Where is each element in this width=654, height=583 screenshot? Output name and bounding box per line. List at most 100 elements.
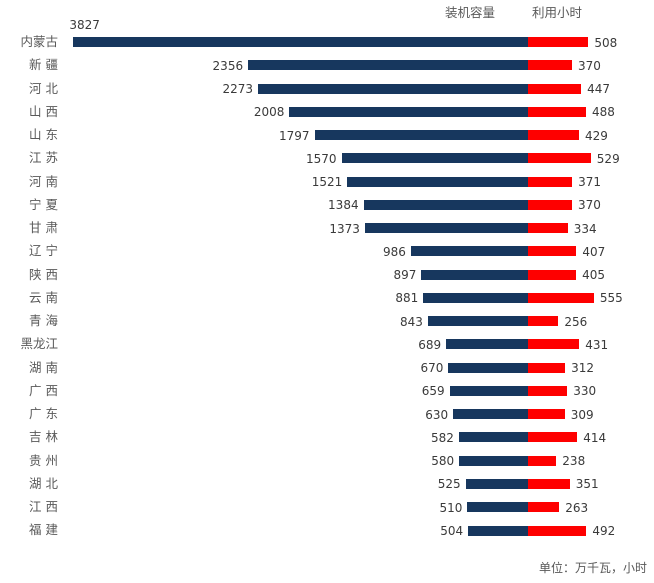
hours-value-label: 429 xyxy=(585,128,608,143)
capacity-value-label: 1570 xyxy=(305,151,337,166)
category-label: 陕 西 xyxy=(29,266,58,282)
capacity-value-label: 630 xyxy=(425,407,449,422)
hours-bar xyxy=(528,269,577,280)
capacity-value-label: 670 xyxy=(420,361,444,376)
capacity-bar xyxy=(423,292,528,303)
hours-bar xyxy=(528,246,577,257)
category-label: 福 建 xyxy=(29,522,58,538)
hours-value-label: 555 xyxy=(599,291,623,306)
capacity-value-label: 580 xyxy=(431,454,455,469)
capacity-bar xyxy=(421,269,528,280)
hours-bar xyxy=(528,409,565,420)
hours-value-label: 334 xyxy=(573,221,597,236)
capacity-value-label: 1373 xyxy=(329,221,360,236)
hours-value-label: 238 xyxy=(562,454,586,469)
hours-value-label: 414 xyxy=(583,430,607,445)
capacity-bar xyxy=(465,478,528,489)
capacity-bar xyxy=(427,316,528,327)
category-label: 吉 林 xyxy=(29,429,58,445)
capacity-bar xyxy=(468,525,528,536)
hours-value-label: 263 xyxy=(565,500,589,515)
capacity-bar xyxy=(347,176,528,187)
capacity-bar xyxy=(289,106,528,117)
category-label: 宁 夏 xyxy=(29,196,58,212)
hours-bar xyxy=(528,385,568,396)
hours-bar xyxy=(528,130,579,140)
category-label: 湖 南 xyxy=(29,359,58,375)
category-label: 青 海 xyxy=(29,313,58,329)
hours-value-label: 407 xyxy=(582,244,606,259)
hours-value-label: 309 xyxy=(570,407,594,422)
capacity-bar xyxy=(459,455,528,466)
capacity-bar xyxy=(248,60,528,71)
hours-value-label: 431 xyxy=(585,337,609,352)
legend-capacity-label: 装机容量 xyxy=(445,5,496,20)
hours-bar xyxy=(528,83,582,94)
hours-value-label: 492 xyxy=(592,524,616,538)
unit-note: 单位：万千瓦，小时 xyxy=(538,561,647,575)
capacity-bar xyxy=(448,362,528,373)
hours-value-label: 508 xyxy=(594,35,618,50)
hours-value-label: 256 xyxy=(564,314,588,329)
capacity-bar xyxy=(453,409,528,420)
hours-bar xyxy=(528,37,589,47)
category-label: 江 西 xyxy=(29,499,58,515)
category-label: 辽 宁 xyxy=(29,243,58,259)
category-label: 河 北 xyxy=(29,80,58,96)
capacity-bar xyxy=(458,432,528,443)
capacity-value-label: 843 xyxy=(399,314,423,329)
capacity-bar xyxy=(363,199,528,210)
capacity-value-label: 1521 xyxy=(311,175,343,190)
hours-bar xyxy=(528,223,568,234)
category-label: 湖 北 xyxy=(29,475,58,491)
category-label: 黑龙江 xyxy=(20,336,58,352)
hours-bar xyxy=(528,339,580,350)
hours-value-label: 370 xyxy=(578,198,601,213)
capacity-value-label: 525 xyxy=(437,477,461,492)
capacity-bar xyxy=(341,153,528,164)
hours-bar xyxy=(528,525,587,536)
hours-value-label: 405 xyxy=(582,268,605,283)
capacity-bar xyxy=(410,246,528,257)
category-label: 内蒙古 xyxy=(20,34,58,49)
capacity-value-label: 881 xyxy=(395,291,419,306)
category-label: 新 疆 xyxy=(29,57,58,73)
category-label: 山 西 xyxy=(29,103,58,119)
hours-bar xyxy=(528,153,591,164)
hours-bar xyxy=(528,478,570,489)
hours-value-label: 447 xyxy=(587,82,610,96)
legend-hours-label: 利用小时 xyxy=(532,5,583,20)
category-label: 贵 州 xyxy=(29,452,58,468)
capacity-bar xyxy=(449,385,528,396)
hours-bar xyxy=(528,199,572,210)
hours-value-label: 371 xyxy=(578,175,601,190)
category-label: 山 东 xyxy=(29,127,58,143)
hours-bar xyxy=(528,362,566,373)
capacity-bar xyxy=(467,502,528,513)
capacity-bar xyxy=(258,83,528,94)
capacity-bar xyxy=(314,130,528,140)
hours-bar xyxy=(528,455,557,466)
capacity-value-label: 2008 xyxy=(253,105,285,120)
hours-bar xyxy=(528,106,586,117)
hours-bar xyxy=(528,502,560,513)
capacity-bar xyxy=(364,223,528,234)
hours-bar xyxy=(528,432,578,443)
hours-value-label: 370 xyxy=(578,58,601,73)
capacity-value-label: 897 xyxy=(393,268,417,283)
hours-bar xyxy=(528,316,559,327)
hours-value-label: 488 xyxy=(592,105,615,120)
category-label: 甘 肃 xyxy=(29,220,58,236)
hours-value-label: 351 xyxy=(575,477,599,492)
capacity-bar xyxy=(446,339,528,350)
capacity-value-label: 504 xyxy=(440,524,464,538)
hours-value-label: 312 xyxy=(571,361,594,376)
category-label: 河 南 xyxy=(29,173,58,189)
category-label: 广 西 xyxy=(29,382,58,398)
category-label: 江 苏 xyxy=(29,150,58,166)
category-label: 云 南 xyxy=(29,289,58,305)
capacity-value-label: 1384 xyxy=(328,198,359,213)
hours-bar xyxy=(528,292,594,303)
capacity-value-label: 2273 xyxy=(222,82,253,96)
